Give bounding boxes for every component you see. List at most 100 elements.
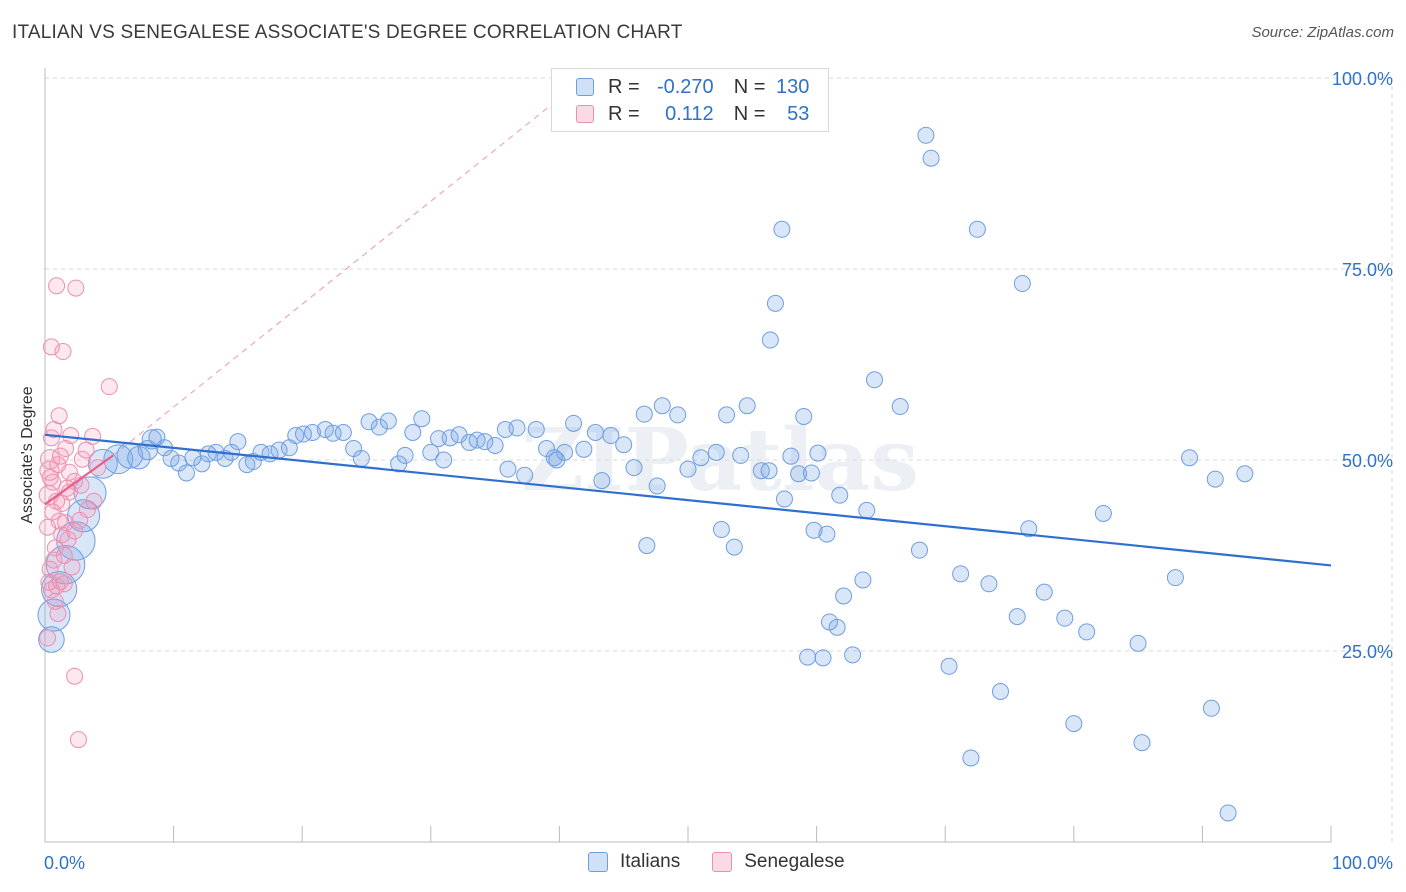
senegalese-point <box>45 551 63 569</box>
legend-item-italians: Italians <box>588 851 680 873</box>
italians-point <box>1056 609 1074 627</box>
x-tick-label: 0.0% <box>44 853 85 873</box>
y-tick-label: 25.0% <box>1342 642 1393 662</box>
legend-item-senegalese: Senegalese <box>712 851 845 873</box>
italians-point <box>1013 275 1031 293</box>
senegalese-point <box>51 447 69 465</box>
italians-point <box>486 436 504 454</box>
italians-point <box>854 571 872 589</box>
italians-point <box>858 501 876 519</box>
italians-point <box>103 444 134 475</box>
italians-point <box>316 420 334 438</box>
italians-point <box>648 477 666 495</box>
r-value: 0.112 <box>665 102 714 125</box>
italians-point <box>835 587 853 605</box>
n-value: 53 <box>787 102 810 125</box>
italians-point <box>1202 699 1220 717</box>
italians-point <box>294 425 312 443</box>
senegalese-trend-line <box>44 454 114 506</box>
legend-label-italians: Italians <box>620 851 681 872</box>
italians-point <box>508 419 526 437</box>
italians-point <box>303 423 321 441</box>
italians-point <box>615 436 633 454</box>
senegalese-point <box>69 731 87 749</box>
italians-point <box>422 443 440 461</box>
italians-point <box>1035 583 1053 601</box>
stats-legend: R = -0.270 N = 130 R = 0.112 N = 53 <box>551 68 829 132</box>
italians-point <box>441 429 459 447</box>
italians-point <box>738 397 756 415</box>
italians-point <box>773 220 791 238</box>
senegalese-point <box>46 592 64 610</box>
italians-point <box>653 397 671 415</box>
italians-point <box>1166 569 1184 587</box>
italians-point <box>795 407 813 425</box>
italians-point <box>910 541 928 559</box>
senegalese-point <box>66 667 84 685</box>
senegalese-point <box>41 560 59 578</box>
italians-swatch <box>576 78 594 96</box>
italians-point <box>396 446 414 464</box>
italians-point <box>499 460 517 478</box>
y-tick-label: 75.0% <box>1342 260 1393 280</box>
senegalese-swatch <box>576 105 594 123</box>
italians-point <box>193 455 211 473</box>
italians-point <box>922 149 940 167</box>
n-label: N = <box>733 75 766 98</box>
italians-point <box>718 406 736 424</box>
italians-point <box>404 423 422 441</box>
italians-point <box>679 460 697 478</box>
italians-point <box>732 446 750 464</box>
legend-label-senegalese: Senegalese <box>744 851 845 872</box>
italians-point <box>917 126 935 144</box>
italians-point <box>516 466 534 484</box>
senegalese-point <box>67 279 85 297</box>
italians-point <box>782 447 800 465</box>
italians-point <box>360 413 378 431</box>
senegalese-point <box>60 463 78 481</box>
italians-point <box>413 410 431 428</box>
italians-point <box>638 537 656 555</box>
senegalese-point <box>39 629 57 647</box>
italians-point <box>1020 520 1038 538</box>
r-label: R = <box>608 102 640 125</box>
italians-point <box>476 433 494 451</box>
series-legend: Italians Senegalese <box>588 851 877 873</box>
italians-point <box>891 398 909 416</box>
italians-point <box>379 412 397 430</box>
chart-title: ITALIAN VS SENEGALESE ASSOCIATE'S DEGREE… <box>12 22 683 43</box>
italians-point <box>814 649 832 667</box>
senegalese-point <box>62 427 80 445</box>
senegalese-point <box>44 503 62 521</box>
italians-point <box>761 331 779 349</box>
y-tick-label: 50.0% <box>1342 451 1393 471</box>
n-value: 130 <box>776 75 810 98</box>
italians-point <box>820 613 838 631</box>
x-tick-label: 100.0% <box>1332 853 1393 873</box>
stats-row-senegalese: R = 0.112 N = 53 <box>576 102 809 126</box>
italians-point <box>352 449 370 467</box>
senegalese-point <box>77 441 95 459</box>
italians-point <box>809 444 827 462</box>
senegalese-point <box>78 501 96 519</box>
r-value: -0.270 <box>656 75 714 98</box>
italians-point <box>962 749 980 767</box>
senegalese-point <box>40 449 61 470</box>
italians-point <box>602 427 620 445</box>
italians-trend-line <box>44 433 1332 567</box>
italians-point <box>1065 715 1083 733</box>
italians-point <box>760 462 778 480</box>
italians-point <box>790 465 808 483</box>
senegalese-point <box>39 460 60 481</box>
italians-point <box>940 657 958 675</box>
italians-point <box>635 405 653 423</box>
senegalese-point <box>44 473 62 491</box>
italians-point <box>1133 734 1151 752</box>
y-tick-label: 100.0% <box>1332 69 1393 89</box>
senegalese-point <box>41 469 59 487</box>
italians-point <box>229 433 247 451</box>
italians-point <box>805 521 823 539</box>
senegalese-legend-swatch <box>712 852 733 872</box>
stats-row-italians: R = -0.270 N = 130 <box>576 75 809 99</box>
chart-source: Source: ZipAtlas.com <box>1251 24 1394 41</box>
